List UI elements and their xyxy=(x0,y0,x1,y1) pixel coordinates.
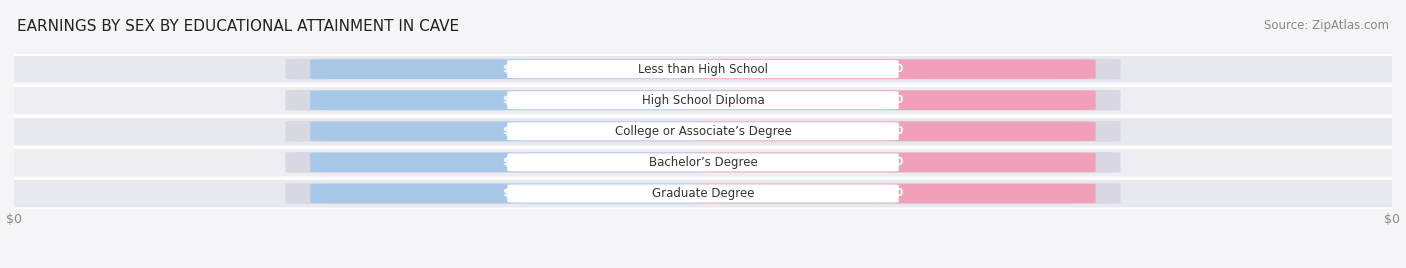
Text: $0: $0 xyxy=(502,157,517,168)
Text: EARNINGS BY SEX BY EDUCATIONAL ATTAINMENT IN CAVE: EARNINGS BY SEX BY EDUCATIONAL ATTAINMEN… xyxy=(17,19,458,34)
Text: College or Associate’s Degree: College or Associate’s Degree xyxy=(614,125,792,138)
FancyBboxPatch shape xyxy=(696,90,1095,110)
FancyBboxPatch shape xyxy=(508,60,898,78)
FancyBboxPatch shape xyxy=(311,184,710,203)
Text: Graduate Degree: Graduate Degree xyxy=(652,187,754,200)
FancyBboxPatch shape xyxy=(14,56,1392,82)
FancyBboxPatch shape xyxy=(285,90,1121,111)
Text: $0: $0 xyxy=(889,95,904,105)
Text: $0: $0 xyxy=(502,64,517,74)
FancyBboxPatch shape xyxy=(508,122,898,140)
Text: $0: $0 xyxy=(889,64,904,74)
Text: $0: $0 xyxy=(889,126,904,136)
FancyBboxPatch shape xyxy=(285,152,1121,173)
Text: $0: $0 xyxy=(889,188,904,199)
Text: Bachelor’s Degree: Bachelor’s Degree xyxy=(648,156,758,169)
FancyBboxPatch shape xyxy=(696,184,1095,203)
FancyBboxPatch shape xyxy=(696,59,1095,79)
FancyBboxPatch shape xyxy=(311,152,710,172)
Text: Less than High School: Less than High School xyxy=(638,63,768,76)
FancyBboxPatch shape xyxy=(696,121,1095,141)
Text: $0: $0 xyxy=(889,157,904,168)
FancyBboxPatch shape xyxy=(14,180,1392,207)
Text: $0: $0 xyxy=(502,126,517,136)
Text: $0: $0 xyxy=(502,95,517,105)
FancyBboxPatch shape xyxy=(508,184,898,203)
FancyBboxPatch shape xyxy=(14,118,1392,144)
FancyBboxPatch shape xyxy=(285,59,1121,80)
Text: High School Diploma: High School Diploma xyxy=(641,94,765,107)
FancyBboxPatch shape xyxy=(696,152,1095,172)
FancyBboxPatch shape xyxy=(508,153,898,172)
FancyBboxPatch shape xyxy=(311,59,710,79)
FancyBboxPatch shape xyxy=(285,183,1121,204)
FancyBboxPatch shape xyxy=(508,91,898,109)
FancyBboxPatch shape xyxy=(311,90,710,110)
FancyBboxPatch shape xyxy=(14,149,1392,176)
FancyBboxPatch shape xyxy=(311,121,710,141)
FancyBboxPatch shape xyxy=(285,121,1121,142)
Text: $0: $0 xyxy=(502,188,517,199)
Text: Source: ZipAtlas.com: Source: ZipAtlas.com xyxy=(1264,19,1389,32)
FancyBboxPatch shape xyxy=(14,87,1392,113)
